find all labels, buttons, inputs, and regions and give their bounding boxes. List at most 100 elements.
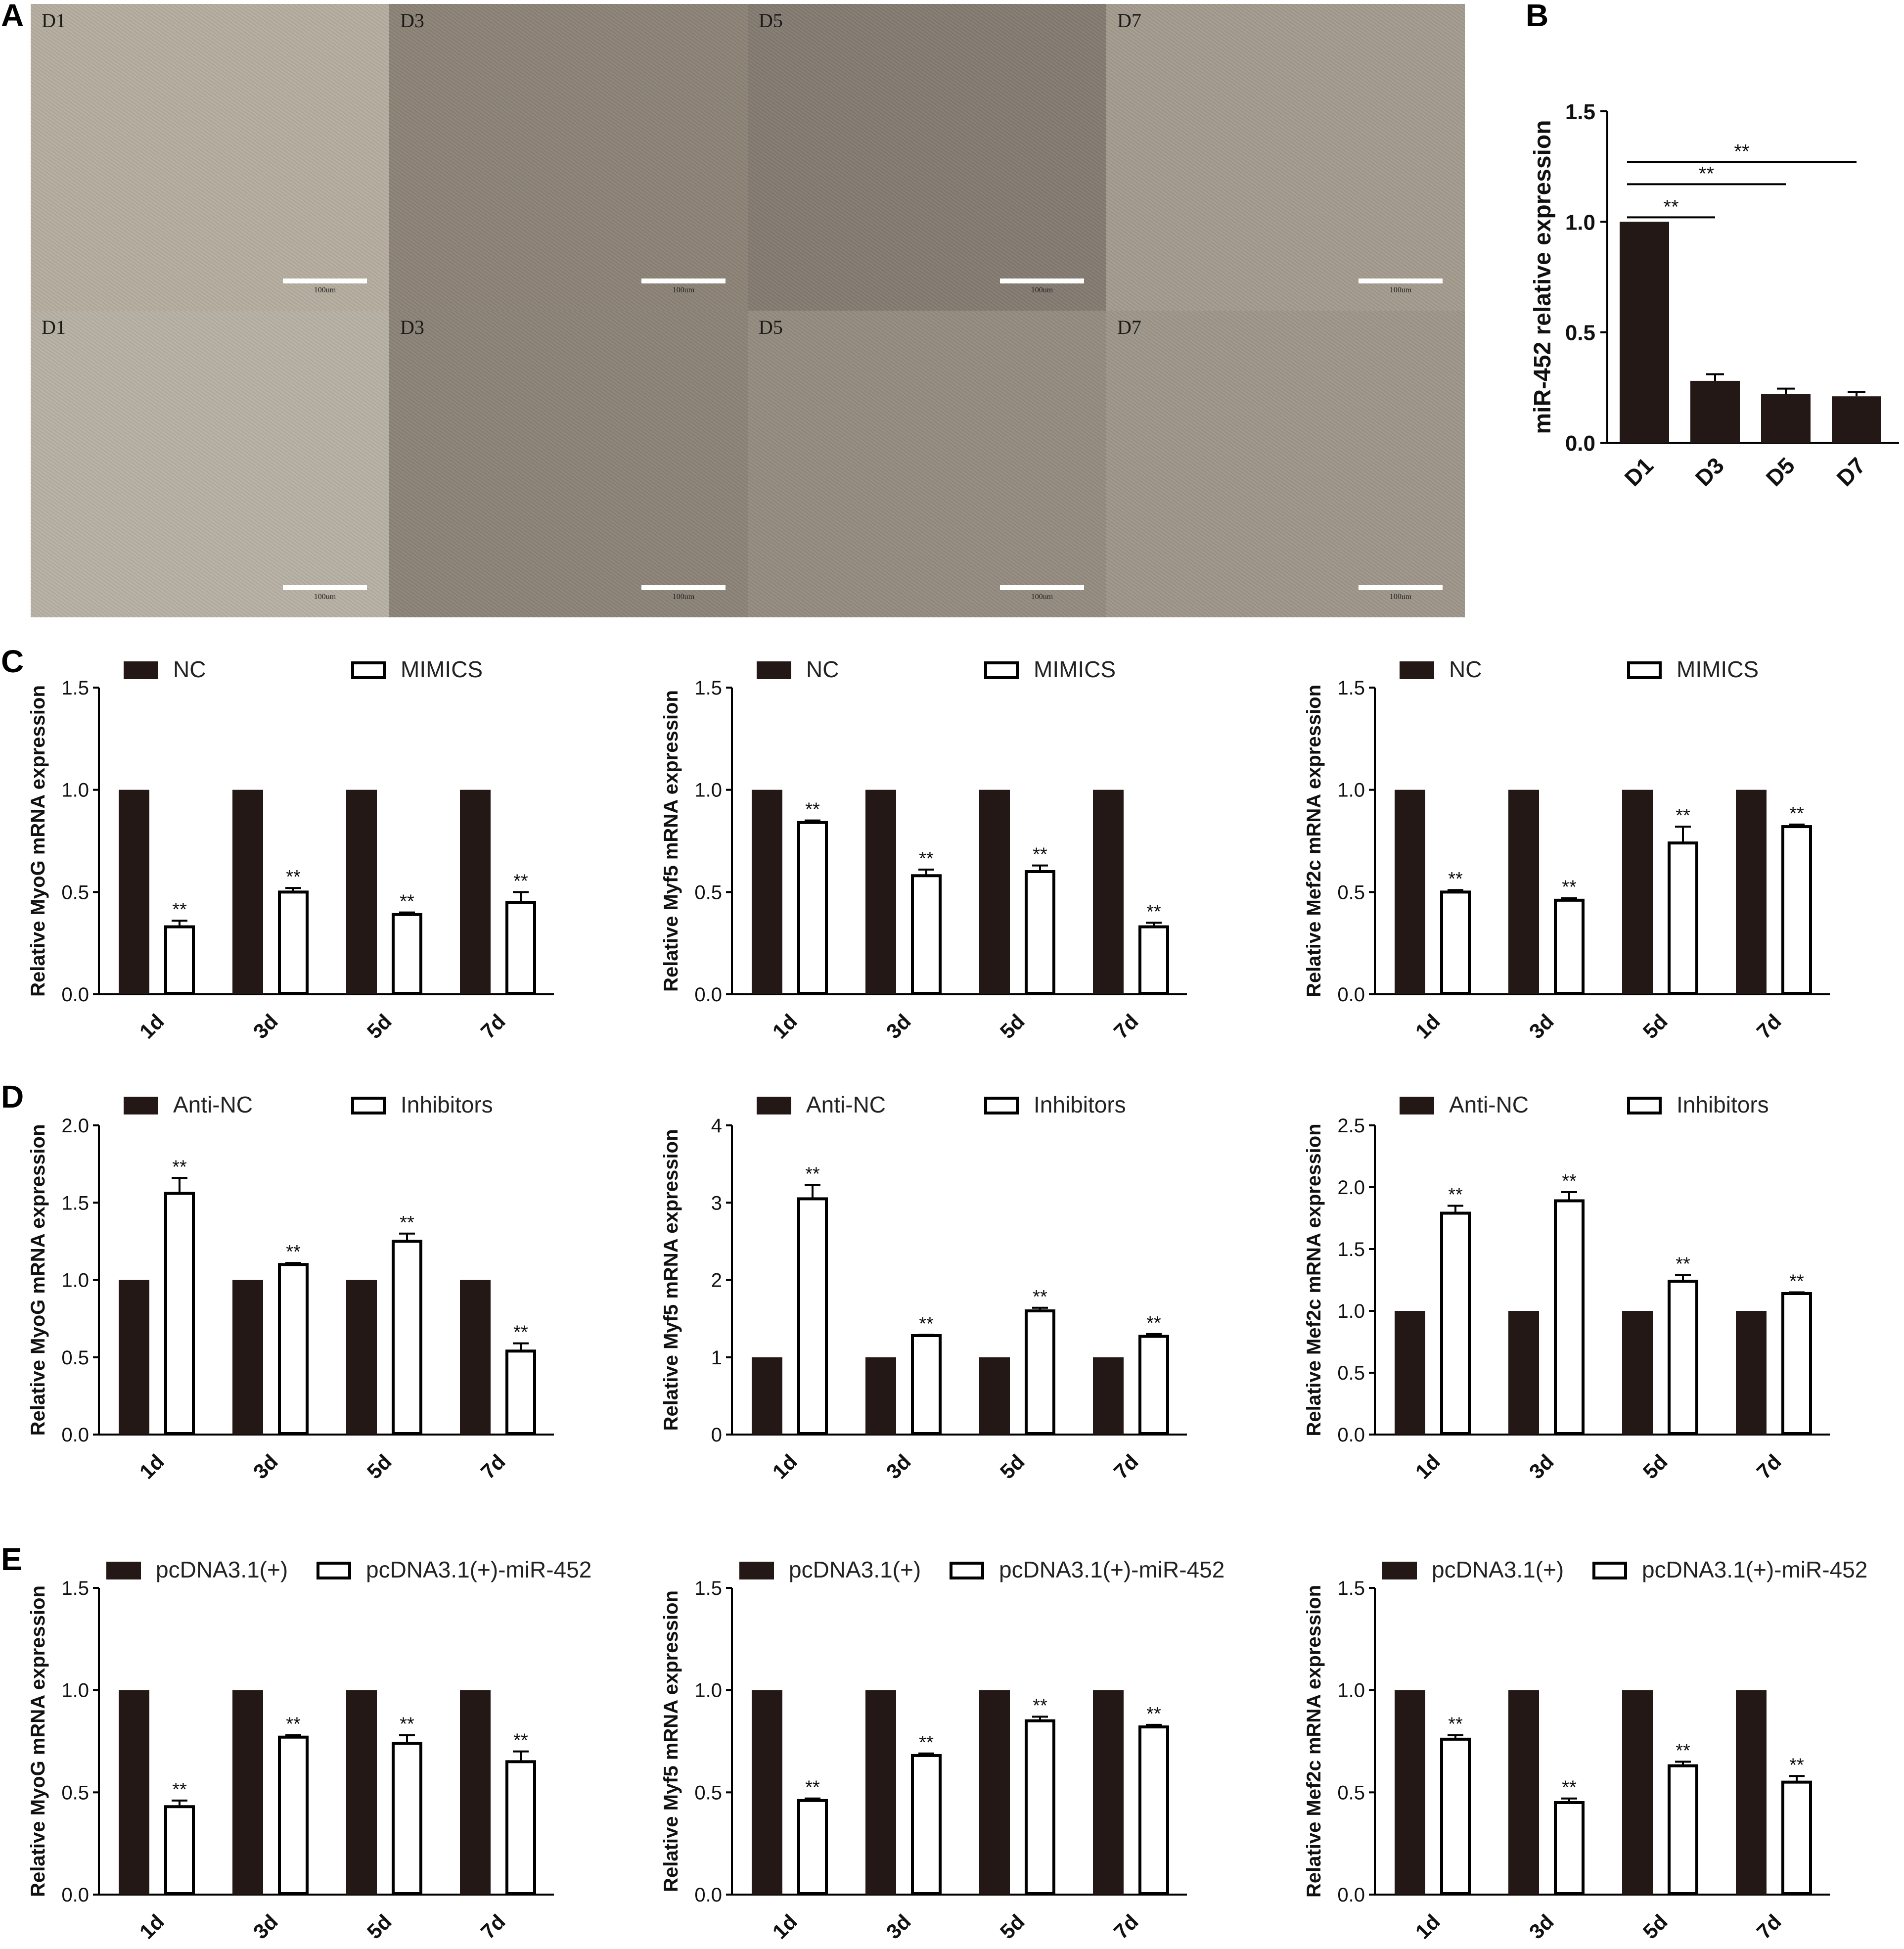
x-tick-label: 7d bbox=[476, 1010, 510, 1043]
significance-label: ** bbox=[1789, 803, 1804, 824]
x-tick-label: 7d bbox=[476, 1910, 510, 1944]
bar-control bbox=[460, 789, 491, 994]
bar-treatment bbox=[1781, 1780, 1812, 1895]
x-tick-label: 1d bbox=[135, 1010, 169, 1043]
bar-treatment bbox=[164, 1192, 195, 1435]
legend-label-treatment: Inhibitors bbox=[1677, 1092, 1769, 1117]
legend-swatch-control bbox=[1382, 1562, 1417, 1579]
micrograph-day-label: D7 bbox=[1117, 9, 1141, 32]
legend-swatch-treatment bbox=[950, 1562, 984, 1579]
bar-control bbox=[1508, 1311, 1539, 1435]
legend-swatch-control bbox=[124, 1097, 158, 1114]
significance-label: ** bbox=[1033, 1287, 1047, 1307]
legend-label-treatment: pcDNA3.1(+)-miR-452 bbox=[999, 1557, 1224, 1582]
bar-treatment bbox=[1554, 1199, 1585, 1435]
bar-control bbox=[1736, 789, 1767, 994]
bar-control bbox=[865, 1357, 896, 1435]
y-axis-title: Relative Mef2c mRNA expression bbox=[1303, 685, 1325, 997]
bar-treatment bbox=[797, 1197, 828, 1435]
bar-treatment bbox=[1781, 1292, 1812, 1435]
bar-treatment bbox=[278, 1263, 309, 1435]
bar-control bbox=[346, 789, 377, 994]
bar bbox=[1690, 380, 1740, 443]
y-tick-label: 2.0 bbox=[61, 1115, 89, 1137]
scale-bar-label: 100um bbox=[314, 286, 336, 294]
y-tick-label: 2 bbox=[711, 1270, 722, 1292]
x-tick-label: 1d bbox=[768, 1910, 802, 1944]
bar-control bbox=[1622, 1311, 1653, 1435]
micrograph-tile: D5 100um bbox=[748, 311, 1106, 617]
x-tick-label: D5 bbox=[1761, 453, 1800, 491]
x-tick-label: 1d bbox=[1411, 1910, 1445, 1944]
y-axis-title: Relative MyoG mRNA expression bbox=[27, 1585, 49, 1897]
x-tick-label: 5d bbox=[363, 1010, 396, 1043]
legend-label-treatment: pcDNA3.1(+)-miR-452 bbox=[366, 1557, 591, 1582]
significance-label: ** bbox=[1699, 163, 1714, 185]
bar-treatment bbox=[392, 1742, 422, 1895]
scale-bar-label: 100um bbox=[1031, 286, 1053, 294]
chart-d-mef2c-inhibitors: 0.0 0.5 1.0 1.5 2.0 2.5 Relative Mef2c mRNA ex… bbox=[1303, 1092, 1830, 1484]
significance-label: ** bbox=[172, 1157, 187, 1177]
legend-swatch-control bbox=[1400, 661, 1434, 679]
x-tick-label: 1d bbox=[1411, 1010, 1445, 1043]
y-tick-label: 0.5 bbox=[61, 882, 89, 903]
y-axis-title: Relative Myf5 mRNA expression bbox=[660, 1590, 682, 1892]
legend-swatch-treatment bbox=[1627, 661, 1662, 679]
significance-label: ** bbox=[1562, 877, 1577, 898]
bar-treatment bbox=[278, 890, 309, 995]
y-axis-title: miR-452 relative expression bbox=[1530, 120, 1556, 434]
legend-swatch-treatment bbox=[351, 1097, 386, 1114]
legend-swatch-treatment bbox=[984, 661, 1019, 679]
scale-bar-label: 100um bbox=[1031, 593, 1053, 601]
bar-control bbox=[1093, 1357, 1124, 1435]
significance-label: ** bbox=[286, 1714, 301, 1735]
y-tick-label: 1.5 bbox=[61, 1192, 89, 1214]
legend-swatch-control bbox=[739, 1562, 774, 1579]
significance-label: ** bbox=[1146, 1704, 1161, 1724]
chart-d-myog-inhibitors: 0.0 0.5 1.0 1.5 2.0 Relative MyoG mRNA expres… bbox=[27, 1092, 554, 1484]
y-tick-label: 1.0 bbox=[694, 1680, 722, 1702]
chart-e-myf5-pcdna: 0.0 0.5 1.0 1.5 Relative Myf5 mRNA expressio… bbox=[660, 1557, 1224, 1944]
chart-c-myf5-mimics: 0.0 0.5 1.0 1.5 Relative Myf5 mRNA expressio… bbox=[660, 656, 1187, 1043]
significance-label: ** bbox=[1033, 844, 1047, 865]
significance-label: ** bbox=[1448, 1185, 1463, 1206]
chart-b-mir452-expression: 0.0 0.5 1.0 1.5 miR-452 relative expression D… bbox=[1530, 100, 1899, 491]
significance-label: ** bbox=[1789, 1755, 1804, 1775]
x-tick-label: 7d bbox=[1752, 1910, 1786, 1944]
y-tick-label: 0.0 bbox=[1337, 1424, 1365, 1446]
x-tick-label: 5d bbox=[1638, 1910, 1672, 1944]
x-tick-label: 3d bbox=[1525, 1910, 1558, 1944]
x-tick-label: 5d bbox=[996, 1450, 1029, 1484]
bar-treatment bbox=[797, 1799, 828, 1895]
scale-bar bbox=[283, 585, 367, 590]
legend-label-control: Anti-NC bbox=[1449, 1092, 1529, 1117]
x-tick-label: 7d bbox=[1752, 1450, 1786, 1484]
scale-bar bbox=[1000, 585, 1084, 590]
bar-control bbox=[346, 1280, 377, 1435]
bar-treatment bbox=[392, 1240, 422, 1435]
micrograph-tile: D3 100um bbox=[389, 311, 748, 617]
bar-control bbox=[1395, 1690, 1425, 1895]
y-tick-label: 2.5 bbox=[1337, 1115, 1365, 1137]
bar-treatment bbox=[1668, 1764, 1698, 1895]
bar-treatment bbox=[911, 1754, 942, 1895]
legend-swatch-treatment bbox=[1627, 1097, 1662, 1114]
chart-d-myf5-inhibitors: 0 1 2 3 4 Relative Myf5 mRNA expression ** 1d **… bbox=[660, 1092, 1187, 1484]
bar-treatment bbox=[392, 913, 422, 995]
y-tick-label: 1.5 bbox=[61, 677, 89, 699]
bar bbox=[1832, 396, 1881, 443]
micrograph-tile: D5 100um bbox=[748, 4, 1106, 311]
significance-label: ** bbox=[286, 1242, 301, 1262]
bar-control bbox=[346, 1690, 377, 1895]
bar-treatment bbox=[797, 821, 828, 995]
legend-label-control: NC bbox=[1449, 656, 1482, 682]
bar-treatment bbox=[1138, 1335, 1169, 1435]
legend-swatch-treatment bbox=[317, 1562, 351, 1579]
legend-label-treatment: Inhibitors bbox=[1034, 1092, 1126, 1117]
y-tick-label: 1.5 bbox=[694, 1578, 722, 1599]
y-tick-label: 0 bbox=[711, 1424, 722, 1446]
legend-label-treatment: pcDNA3.1(+)-miR-452 bbox=[1642, 1557, 1867, 1582]
y-tick-label: 1.5 bbox=[694, 677, 722, 699]
legend-swatch-control bbox=[757, 661, 791, 679]
significance-label: ** bbox=[513, 1322, 528, 1343]
